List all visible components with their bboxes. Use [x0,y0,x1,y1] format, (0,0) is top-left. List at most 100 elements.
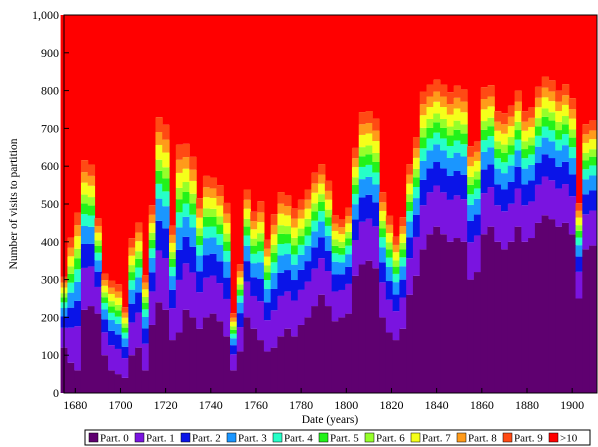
bar-segment-5 [399,249,407,258]
bar-segment-2 [182,236,190,264]
bar-segment-6 [501,144,509,153]
bar-segment-8 [250,221,258,230]
bar-segment-6 [80,194,89,204]
bar-segment-7 [257,222,265,234]
bar-segment-1 [473,235,482,273]
bar-segment-1 [426,192,434,235]
bar-segment-9 [345,207,353,216]
bar-segment-1 [297,289,306,325]
bar-segment-8 [453,97,461,109]
bar-segment-9 [460,89,468,102]
bar-segment-3 [568,158,577,175]
bar-segment-2 [446,175,455,200]
bar-segment-0 [196,328,204,393]
bar-segment-1 [121,358,129,378]
bar-segment-6 [406,194,414,202]
bar-segment-2 [290,280,299,301]
bar-segment-2 [141,328,150,344]
bar-segment-7 [501,133,509,145]
bar-segment-5 [473,179,482,189]
bar-segment-1 [406,258,414,295]
bar-segment-9 [561,84,570,96]
bar-segment-7 [440,107,448,119]
bar-segment-over10 [216,15,224,186]
legend-label: Part. 0 [100,433,129,445]
bar-segment-over10 [114,15,123,285]
bar-segment-8 [568,109,577,119]
bar-segment-0 [548,219,556,393]
bar-segment-7 [108,293,116,302]
bar-segment-1 [284,291,292,329]
bar-segment-4 [514,139,522,151]
bar-segment-4 [351,193,360,205]
bar-segment-6 [270,244,279,253]
bar-segment-7 [148,223,157,233]
bar-segment-8 [467,156,475,167]
bar-segment-8 [521,121,529,131]
bar-segment-2 [568,174,577,197]
bar-segment-6 [216,216,224,225]
bar-segment-0 [182,309,190,393]
bar-segment-9 [162,124,170,140]
bar-segment-9 [541,76,550,88]
bar-segment-7 [94,232,102,241]
bar-segment-over10 [460,15,468,90]
bar-segment-1 [257,301,265,341]
bar-segment-4 [467,194,475,205]
bar-segment-6 [399,242,407,250]
bar-segment-8 [209,188,218,198]
y-axis-title: Number of visits to partition [8,138,20,269]
bar-segment-over10 [338,15,346,220]
bar-segment-3 [412,198,421,215]
bar-segment-8 [494,121,502,131]
bar-segment-5 [182,191,190,204]
bar-segment-1 [385,299,394,333]
bar-segment-0 [480,234,489,393]
bar-segment-9 [236,264,245,272]
bar-segment-3 [528,164,536,181]
bar-segment-0 [331,321,340,393]
bar-segment-7 [582,142,590,153]
bar-segment-8 [534,97,543,108]
bar-segment-2 [582,194,590,215]
bar-segment-1 [446,199,455,242]
bar-segment-4 [561,134,570,146]
bar-segment-3 [358,179,367,198]
bar-segment-2 [453,170,461,196]
bar-segment-1 [521,205,529,242]
bar-segment-4 [74,269,82,282]
bar-segment-5 [324,217,333,226]
bar-segment-8 [514,101,522,112]
bar-segment-3 [501,173,509,190]
legend-label: Part. 6 [376,433,405,445]
bar-segment-over10 [135,15,143,223]
bar-segment-4 [345,245,353,255]
bar-segment-over10 [223,15,231,203]
bar-segment-3 [175,227,184,250]
bar-segment-5 [534,126,543,136]
bar-segment-6 [494,141,502,150]
bar-segment-7 [236,277,245,285]
bar-segment-1 [67,327,75,363]
bar-segment-2 [460,174,468,200]
bar-segment-over10 [250,15,258,212]
bar-segment-1 [162,258,170,310]
bar-segment-6 [575,225,583,231]
bar-segment-6 [460,124,468,134]
bar-segment-over10 [358,15,367,113]
bar-segment-3 [67,292,75,308]
bar-segment-6 [236,284,245,290]
bar-segment-2 [548,158,556,181]
bar-segment-0 [419,249,428,393]
bar-segment-6 [541,108,550,117]
bar-segment-9 [175,144,184,160]
bar-segment-4 [101,302,109,310]
x-tick-label: 1760 [244,398,268,412]
legend-label: Part. 3 [238,433,267,445]
bar-segment-9 [514,90,522,102]
bar-segment-7 [345,223,353,232]
bar-segment-8 [108,287,116,294]
legend-label: Part. 4 [284,433,313,445]
bar-segment-9 [230,313,238,318]
bar-segment-over10 [101,15,109,274]
